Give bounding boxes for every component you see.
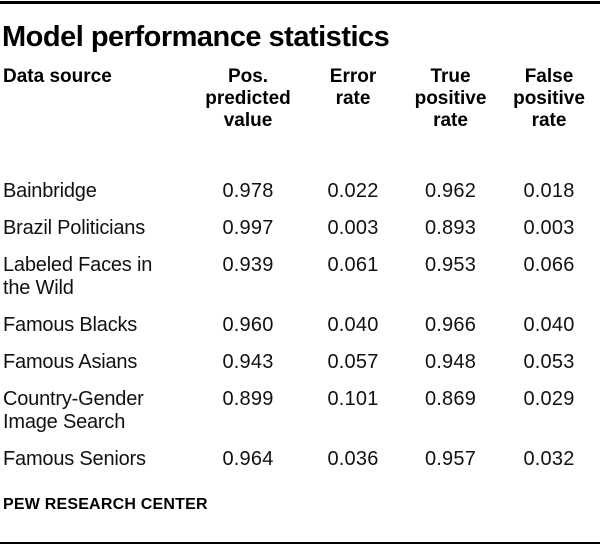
row-value: 0.003: [327, 217, 379, 239]
row-value: 0.029: [523, 388, 575, 410]
row-label: Country-Gender Image Search: [3, 388, 144, 433]
row-value: 0.053: [523, 351, 575, 373]
row-value: 0.032: [523, 448, 575, 470]
column-header-error-rate: Error rate: [329, 66, 377, 109]
column-header-pos-predicted-value: Pos. predicted value: [205, 66, 291, 131]
row-value: 0.948: [424, 351, 477, 373]
row-value: 0.964: [222, 448, 274, 470]
table-row: Brazil Politicians 0.997 0.003 0.893 0.003: [0, 217, 600, 240]
row-value: 0.997: [222, 217, 274, 239]
row-value: 0.939: [222, 254, 274, 276]
column-header-false-positive-rate: False positive rate: [513, 66, 585, 131]
table-row: Bainbridge 0.978 0.022 0.962 0.018: [0, 180, 600, 203]
row-value: 0.966: [424, 314, 477, 336]
row-value: 0.101: [327, 388, 379, 410]
row-value: 0.036: [327, 448, 379, 470]
row-label: Brazil Politicians: [3, 217, 146, 239]
top-rule: [0, 1, 600, 4]
table-row: Labeled Faces in the Wild 0.939 0.061 0.953…: [0, 254, 600, 300]
row-value: 0.899: [222, 388, 274, 410]
table-body: Bainbridge 0.978 0.022 0.962 0.018 Brazil Pol…: [0, 180, 600, 485]
source-label: PEW RESEARCH CENTER: [3, 496, 208, 513]
column-header-data-source: Data source: [3, 66, 112, 87]
table-header: Data source Pos. predicted value Error r…: [0, 66, 600, 132]
row-value: 0.003: [523, 217, 575, 239]
row-value: 0.953: [424, 254, 477, 276]
table-row: Famous Asians 0.943 0.057 0.948 0.053: [0, 351, 600, 374]
row-value: 0.869: [424, 388, 477, 410]
row-value: 0.978: [222, 180, 274, 202]
row-value: 0.943: [222, 351, 274, 373]
row-value: 0.022: [327, 180, 379, 202]
chart-title: Model performance statistics: [2, 21, 390, 53]
row-value: 0.057: [327, 351, 379, 373]
row-value: 0.962: [424, 180, 477, 202]
row-value: 0.040: [523, 314, 575, 336]
row-label: Bainbridge: [3, 180, 97, 202]
row-value: 0.893: [424, 217, 477, 239]
row-label: Labeled Faces in the Wild: [3, 254, 153, 299]
row-value: 0.040: [327, 314, 379, 336]
row-value: 0.066: [523, 254, 575, 276]
column-header-true-positive-rate: True positive rate: [414, 66, 487, 131]
bottom-rule: [0, 542, 600, 544]
row-value: 0.957: [424, 448, 477, 470]
table-row: Country-Gender Image Search 0.899 0.101 0.8…: [0, 388, 600, 434]
row-value: 0.018: [523, 180, 575, 202]
row-label: Famous Asians: [3, 351, 138, 373]
table-row: Famous Seniors 0.964 0.036 0.957 0.032: [0, 448, 600, 471]
row-label: Famous Blacks: [3, 314, 138, 336]
row-label: Famous Seniors: [3, 448, 146, 470]
table-row: Famous Blacks 0.960 0.040 0.966 0.040: [0, 314, 600, 337]
row-value: 0.960: [222, 314, 274, 336]
row-value: 0.061: [327, 254, 379, 276]
